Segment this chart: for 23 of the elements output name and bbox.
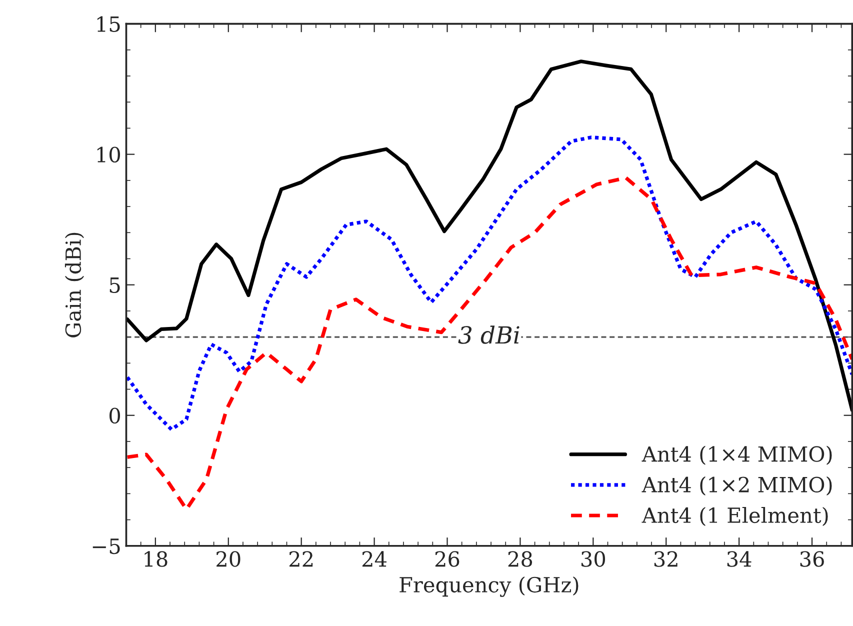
x-tick-label: 22 bbox=[289, 551, 313, 567]
x-tick-label: 20 bbox=[216, 551, 240, 567]
x-axis-title: Frequency (GHz) bbox=[400, 576, 578, 597]
y-tick-label: 15 bbox=[97, 16, 120, 32]
ref-line-label: 3 dBi bbox=[458, 326, 520, 344]
y-axis-title: Gain (dBi) bbox=[64, 232, 84, 338]
x-tick-label: 32 bbox=[654, 551, 678, 567]
x-tick-label: 28 bbox=[508, 551, 532, 567]
y-tick-label: 10 bbox=[97, 146, 120, 163]
x-tick-label: 24 bbox=[362, 551, 386, 567]
legend-label: Ant4 (1×4 MIMO) bbox=[642, 446, 832, 465]
x-tick-label: 30 bbox=[581, 551, 606, 567]
line-series bbox=[126, 60, 852, 412]
y-tick-label: 0 bbox=[110, 408, 120, 424]
x-tick-label: 18 bbox=[144, 551, 168, 567]
x-tick-label: 36 bbox=[800, 551, 824, 567]
y-tick-label: 5 bbox=[110, 278, 120, 294]
line-series bbox=[126, 136, 852, 432]
x-tick-label: 34 bbox=[727, 551, 752, 567]
x-tick-label: 26 bbox=[435, 551, 460, 567]
legend-label: Ant4 (1 Elelment) bbox=[642, 506, 828, 526]
y-tick-label: −5 bbox=[92, 538, 120, 554]
legend-label: Ant4 (1×2 MIMO) bbox=[642, 476, 832, 496]
